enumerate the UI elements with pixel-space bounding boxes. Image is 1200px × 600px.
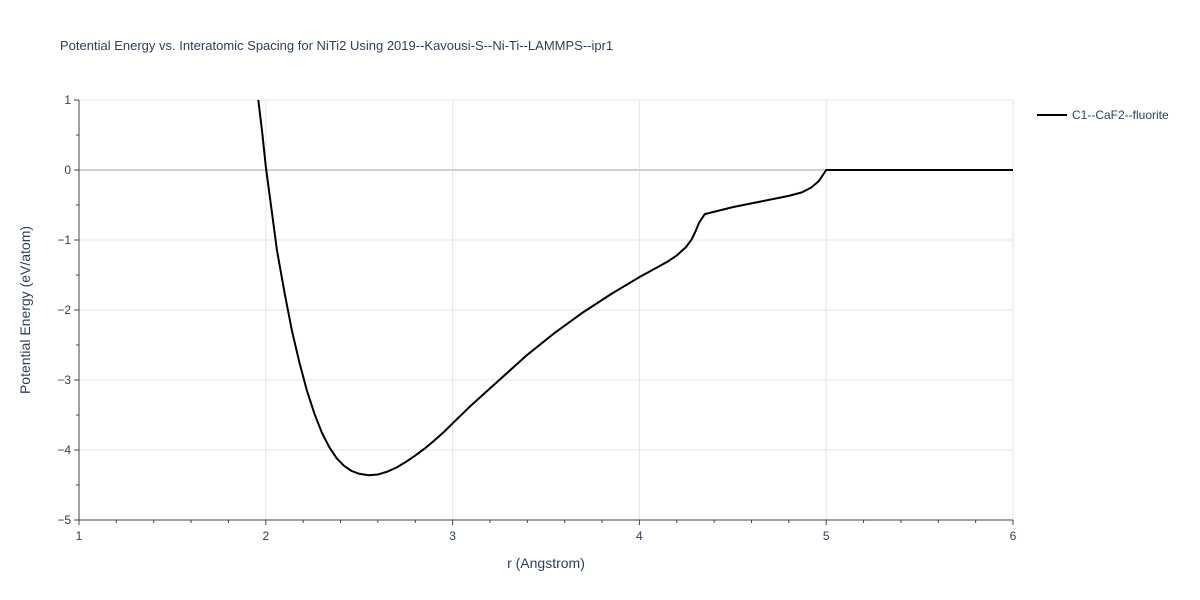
x-tick-label: 2 bbox=[262, 529, 269, 543]
legend: C1--CaF2--fluorite bbox=[1037, 108, 1169, 122]
y-tick-label: −5 bbox=[57, 513, 71, 527]
x-axis-title: r (Angstrom) bbox=[507, 555, 585, 571]
series-layer bbox=[257, 99, 1013, 477]
y-tick-label: −2 bbox=[57, 303, 71, 317]
x-tick-label: 1 bbox=[76, 529, 83, 543]
legend-label: C1--CaF2--fluorite bbox=[1072, 108, 1169, 122]
x-tick-label: 3 bbox=[449, 529, 456, 543]
x-tick-label: 5 bbox=[823, 529, 830, 543]
grid bbox=[79, 99, 1014, 520]
chart-title: Potential Energy vs. Interatomic Spacing… bbox=[60, 38, 613, 53]
series-line bbox=[257, 99, 1013, 477]
y-tick-label: 0 bbox=[64, 163, 71, 177]
y-tick-label: −3 bbox=[57, 373, 71, 387]
axes bbox=[74, 99, 1014, 525]
y-tick-label: −1 bbox=[57, 233, 71, 247]
y-tick-label: −4 bbox=[57, 443, 71, 457]
y-tick-label: 1 bbox=[64, 93, 71, 107]
y-axis-title: Potential Energy (eV/atom) bbox=[17, 226, 33, 394]
tick-labels: 1 2 3 4 5 6 1 0 −1 −2 −3 −4 −5 bbox=[57, 93, 1016, 543]
x-tick-label: 4 bbox=[636, 529, 643, 543]
x-tick-label: 6 bbox=[1010, 529, 1017, 543]
